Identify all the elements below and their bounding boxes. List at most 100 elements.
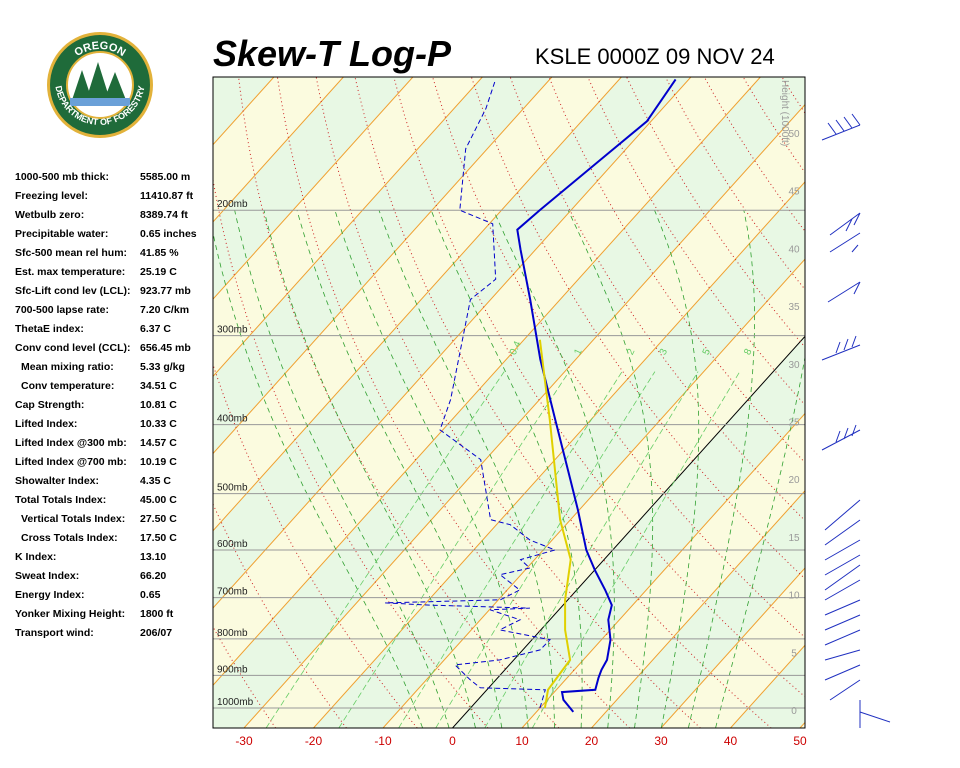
x-tick-label: 50 [793, 734, 807, 748]
stat-label: Wetbulb zero: [15, 209, 84, 221]
stat-label: Sfc-Lift cond lev (LCL): [15, 285, 131, 297]
isotherm [213, 77, 761, 686]
isotherm [213, 77, 622, 532]
stat-value: 1800 ft [140, 608, 174, 620]
mixing-ratio-line [338, 371, 570, 728]
mixing-ratio-label: 0.4 [508, 339, 524, 357]
y-tick-label: 900mb [217, 664, 248, 675]
stat-label: Yonker Mixing Height: [15, 608, 125, 620]
isotherm [213, 77, 483, 378]
x-tick-label: 10 [515, 734, 529, 748]
logo-top: OREGON [72, 40, 127, 59]
dry-adiabat [860, 77, 960, 728]
y-tick-label: 300mb [217, 325, 248, 336]
stat-label: Transport wind: [15, 627, 94, 639]
isotherm [213, 77, 344, 223]
stat-value: 0.65 inches [140, 228, 197, 240]
logo: OREGON DEPARTMENT OF FORESTRY [47, 32, 153, 138]
profile-line [538, 339, 572, 709]
y-tick-label: 400mb [217, 414, 248, 425]
y-tick-label: 200mb [217, 199, 248, 210]
stat-value: 4.35 C [140, 475, 171, 487]
stat-value: 13.10 [140, 551, 166, 563]
isotherm [521, 412, 805, 728]
stat-value: 0.65 [140, 589, 161, 601]
wind-barb [821, 113, 861, 141]
y-tick-label: 800mb [217, 628, 248, 639]
moist-adiabat [654, 210, 700, 728]
stat-value: 8389.74 ft [140, 209, 188, 221]
y2-tick-label: 15 [788, 533, 800, 544]
x-tick-label: 0 [449, 734, 456, 748]
stat-label: K Index: [15, 551, 56, 563]
mixing-ratio-line [265, 371, 505, 728]
wind-barbs [821, 113, 891, 728]
wind-barb [824, 499, 861, 701]
mixing-ratio-label: 5 [701, 347, 714, 357]
x-tick-label: -10 [374, 734, 392, 748]
isotherm [213, 77, 553, 455]
wind-barb [821, 335, 861, 361]
y-tick-label: 1000mb [217, 697, 254, 708]
y2-tick-label: 30 [788, 360, 800, 371]
moist-adiabat [688, 210, 755, 728]
dry-adiabat [781, 77, 805, 114]
stat-label: 1000-500 mb thick: [15, 171, 109, 183]
mixing-ratio-label: 2 [625, 347, 638, 357]
isotherm [799, 721, 805, 728]
y2-tick-label: 5 [791, 648, 797, 659]
logo-water [70, 98, 130, 106]
moist-adiabat [213, 231, 423, 728]
y-tick-label: 700mb [217, 587, 248, 598]
stat-label: Lifted Index @700 mb: [15, 456, 127, 468]
mixing-ratio-label: 8 [742, 347, 755, 357]
moist-adiabat [334, 210, 529, 728]
stat-value: 34.51 C [140, 380, 177, 392]
mixing-ratio-line [398, 371, 623, 728]
stat-label: Lifted Index @300 mb: [15, 437, 127, 449]
profile-line [385, 79, 557, 709]
stat-label: Cap Strength: [15, 399, 84, 411]
stat-label: Conv temperature: [21, 380, 114, 392]
wind-barb [829, 232, 861, 253]
stat-value: 25.19 C [140, 266, 177, 278]
stat-value: 206/07 [140, 627, 172, 639]
dry-adiabat [821, 77, 960, 728]
plot-frame [212, 76, 806, 729]
diagram: -30 -20 -10 0 10 20 30 40 501000mb900mb800mb700m… [212, 76, 807, 748]
stat-label: Mean mixing ratio: [21, 361, 114, 373]
moist-adiabat [430, 210, 583, 728]
stat-label: Freezing level: [15, 190, 88, 202]
wind-barb [829, 212, 861, 236]
stat-label: Conv cond level (CCL): [15, 342, 131, 354]
stat-label: Vertical Totals Index: [21, 513, 125, 525]
profile-line [516, 78, 677, 713]
moist-adiabat [263, 210, 476, 728]
stat-value: 45.00 C [140, 494, 177, 506]
isotherm [591, 490, 805, 728]
stat-value: 10.33 C [140, 418, 177, 430]
station: KSLE 0000Z 09 NOV 24 [535, 44, 775, 69]
stat-value: 14.57 C [140, 437, 177, 449]
y2-tick-label: 0 [791, 706, 797, 717]
stat-value: 6.37 C [140, 323, 171, 335]
y2-axis-label: Height (1000ft) [779, 80, 790, 146]
stat-label: Sfc-500 mean rel hum: [15, 247, 127, 259]
stat-label: Total Totals Index: [15, 494, 106, 506]
stat-label: Energy Index: [15, 589, 84, 601]
moist-adiabat [493, 210, 615, 728]
stat-value: 10.19 C [140, 456, 177, 468]
stat-value: 5.33 g/kg [140, 361, 185, 373]
dry-adiabat [432, 77, 805, 639]
band [213, 77, 805, 728]
wind-barb [827, 281, 861, 303]
isotherm [382, 258, 805, 728]
y2-tick-label: 40 [788, 244, 800, 255]
isotherm [213, 77, 692, 609]
y2-tick-label: 20 [788, 475, 800, 486]
stat-label: Est. max temperature: [15, 266, 125, 278]
x-tick-label: 30 [654, 734, 668, 748]
y2-tick-label: 50 [788, 129, 800, 140]
moist-adiabat [715, 355, 805, 728]
